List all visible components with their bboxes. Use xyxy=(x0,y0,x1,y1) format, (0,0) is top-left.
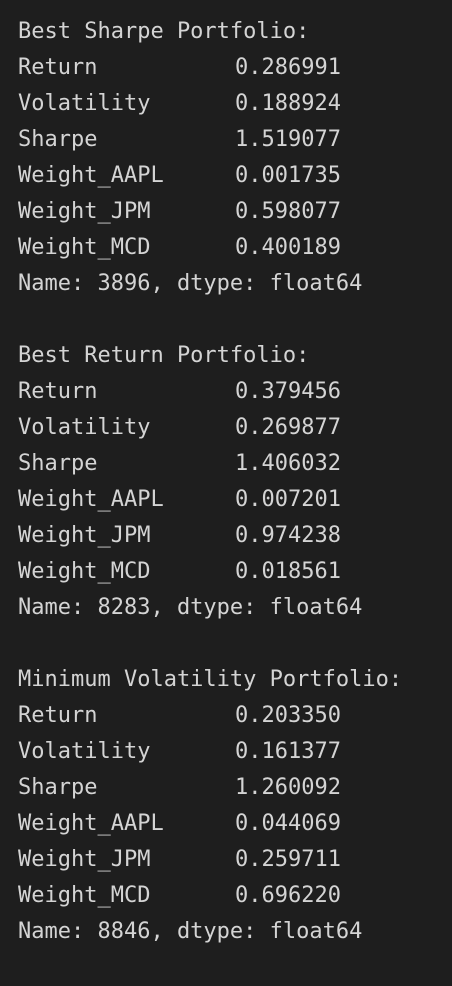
series-key: Volatility xyxy=(18,91,151,116)
terminal-output-panel: Best Sharpe Portfolio: Return 0.286991 Vo… xyxy=(18,19,403,944)
series-value: 0.007201 xyxy=(235,487,341,512)
series-key: Weight_AAPL xyxy=(18,811,164,836)
series-key: Return xyxy=(18,703,98,728)
series-row: Weight_AAPL 0.001735 xyxy=(18,158,448,194)
series-row: Sharpe 1.406032 xyxy=(18,446,448,482)
series-row: Weight_MCD 0.018561 xyxy=(18,554,448,590)
series-key: Return xyxy=(18,55,98,80)
series-value: 0.400189 xyxy=(235,235,341,260)
series-row: Return 0.286991 xyxy=(18,50,448,86)
series-value: 0.044069 xyxy=(235,811,341,836)
series-row: Weight_JPM 0.598077 xyxy=(18,194,448,230)
series-value: 1.260092 xyxy=(235,775,341,800)
series-value: 0.269877 xyxy=(235,415,341,440)
block-title: Best Return Portfolio: xyxy=(18,343,310,368)
series-row: Volatility 0.188924 xyxy=(18,86,448,122)
series-row: Weight_AAPL 0.044069 xyxy=(18,806,448,842)
portfolio-block-minimum-volatility: Minimum Volatility Portfolio: Return 0.20… xyxy=(18,662,448,950)
series-key: Weight_MCD xyxy=(18,559,151,584)
series-footer: Name: 8846, dtype: float64 xyxy=(18,919,363,944)
series-row: Return 0.379456 xyxy=(18,374,448,410)
series-value: 0.188924 xyxy=(235,91,341,116)
portfolio-block-best-return: Best Return Portfolio: Return 0.379456 Vo… xyxy=(18,338,448,626)
series-value: 1.519077 xyxy=(235,127,341,152)
series-footer: Name: 8283, dtype: float64 xyxy=(18,595,363,620)
series-footer: Name: 3896, dtype: float64 xyxy=(18,271,363,296)
series-key: Weight_JPM xyxy=(18,199,151,224)
series-row: Sharpe 1.260092 xyxy=(18,770,448,806)
series-key: Weight_MCD xyxy=(18,883,151,908)
series-key: Weight_AAPL xyxy=(18,163,164,188)
series-row: Weight_JPM 0.974238 xyxy=(18,518,448,554)
series-row: Weight_MCD 0.400189 xyxy=(18,230,448,266)
series-row: Weight_JPM 0.259711 xyxy=(18,842,448,878)
block-title: Minimum Volatility Portfolio: xyxy=(18,667,403,692)
series-value: 0.001735 xyxy=(235,163,341,188)
block-title: Best Sharpe Portfolio: xyxy=(18,19,310,44)
series-row: Sharpe 1.519077 xyxy=(18,122,448,158)
series-key: Sharpe xyxy=(18,451,98,476)
series-value: 0.974238 xyxy=(235,523,341,548)
series-value: 1.406032 xyxy=(235,451,341,476)
series-value: 0.286991 xyxy=(235,55,341,80)
series-value: 0.203350 xyxy=(235,703,341,728)
console-output: Best Sharpe Portfolio: Return 0.286991 Vo… xyxy=(18,14,448,986)
series-key: Sharpe xyxy=(18,127,98,152)
series-value: 0.696220 xyxy=(235,883,341,908)
series-row: Volatility 0.269877 xyxy=(18,410,448,446)
series-key: Weight_JPM xyxy=(18,523,151,548)
series-value: 0.259711 xyxy=(235,847,341,872)
series-key: Weight_JPM xyxy=(18,847,151,872)
series-key: Return xyxy=(18,379,98,404)
series-key: Weight_AAPL xyxy=(18,487,164,512)
series-row: Volatility 0.161377 xyxy=(18,734,448,770)
series-key: Weight_MCD xyxy=(18,235,151,260)
series-value: 0.598077 xyxy=(235,199,341,224)
series-row: Return 0.203350 xyxy=(18,698,448,734)
series-value: 0.379456 xyxy=(235,379,341,404)
series-value: 0.161377 xyxy=(235,739,341,764)
series-key: Volatility xyxy=(18,739,151,764)
series-value: 0.018561 xyxy=(235,559,341,584)
portfolio-block-best-sharpe: Best Sharpe Portfolio: Return 0.286991 Vo… xyxy=(18,14,448,302)
series-row: Weight_AAPL 0.007201 xyxy=(18,482,448,518)
series-key: Sharpe xyxy=(18,775,98,800)
series-key: Volatility xyxy=(18,415,151,440)
series-row: Weight_MCD 0.696220 xyxy=(18,878,448,914)
